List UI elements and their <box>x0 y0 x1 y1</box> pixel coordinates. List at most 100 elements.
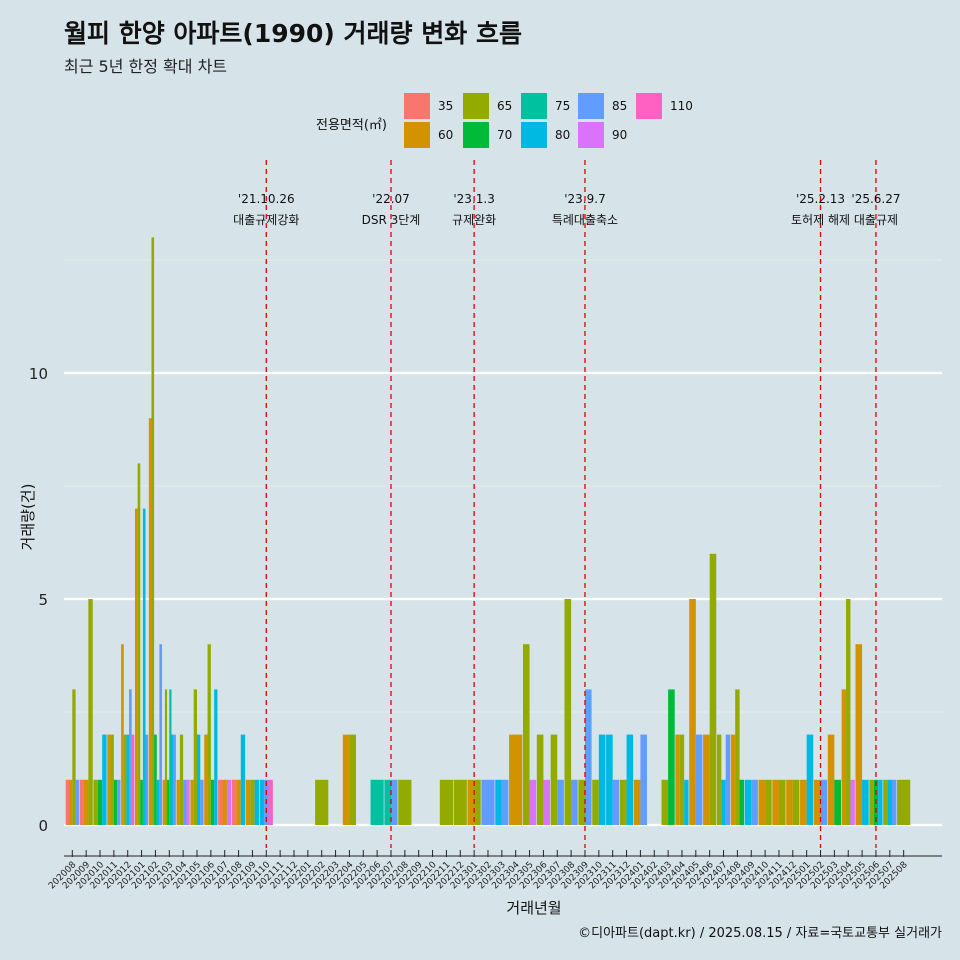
legend-item-75: 75 <box>521 93 621 121</box>
y-tick-label-0: 0 <box>38 817 48 835</box>
legend-item-35: 35 <box>404 93 504 121</box>
chart-title: 월피 한양 아파트(1990) 거래량 변화 흐름 <box>64 19 522 48</box>
bar-202506-65 <box>869 779 874 825</box>
bar-202407-80 <box>721 779 726 825</box>
bar-202010-80 <box>102 734 107 825</box>
legend-item-85: 85 <box>578 93 678 121</box>
event-label-202502: 토허제 해제 <box>791 213 850 227</box>
bar-202008-65 <box>72 689 76 825</box>
event-label-202506: 대출규제 <box>854 213 898 227</box>
bar-202106-60 <box>204 734 208 825</box>
bar-202008-85 <box>75 779 79 825</box>
bar-202401-60 <box>633 779 641 825</box>
bar-202105-65 <box>193 689 198 825</box>
legend-label-75: 75 <box>555 99 571 113</box>
bar-202409-85 <box>751 779 758 825</box>
bar-202504-90 <box>850 779 855 825</box>
bar-202503-60 <box>827 734 835 825</box>
bar-202406-60 <box>703 734 710 825</box>
event-label-202309: 특례대출축소 <box>552 213 618 227</box>
chart-subtitle: 최근 5년 한정 확대 차트 <box>64 57 228 76</box>
bar-202011-65 <box>110 734 114 825</box>
bar-202503-70 <box>834 779 841 825</box>
bar-202109-65 <box>250 779 255 825</box>
bar-202009-65 <box>88 599 93 825</box>
bar-202407-85 <box>725 734 731 825</box>
bar-202107-35 <box>218 779 223 825</box>
bar-202507-65 <box>883 779 888 825</box>
bar-202411-60 <box>772 779 779 825</box>
legend-item-80: 80 <box>521 122 621 150</box>
bar-202104-65 <box>179 734 184 825</box>
legend-item-90: 90 <box>578 122 678 150</box>
y-tick-label-10: 10 <box>29 365 48 383</box>
bar-202311-80 <box>606 734 613 825</box>
bar-202107-60 <box>222 779 227 825</box>
bar-202211-65 <box>439 779 454 825</box>
bar-202507-80 <box>887 779 893 825</box>
bar-202208-65 <box>398 779 412 825</box>
bar-202312-65 <box>619 779 627 825</box>
bar-202506-80 <box>878 779 883 825</box>
bar-202102-60 <box>148 418 152 825</box>
event-date-202506: '25.6.27 <box>851 192 900 206</box>
bar-202010-65 <box>93 779 98 825</box>
bar-202110-110 <box>268 779 273 825</box>
event-date-202309: '23.9.7 <box>564 192 605 206</box>
bar-202408-60 <box>730 734 736 825</box>
legend-label-110: 110 <box>670 99 693 113</box>
legend-swatch-75 <box>521 93 547 119</box>
y-tick-label-5: 5 <box>38 591 48 609</box>
bar-202305-65 <box>522 644 530 825</box>
bar-202507-85 <box>892 779 897 825</box>
bar-202411-65 <box>778 779 786 825</box>
bar-202309-65 <box>578 779 585 825</box>
event-label-202301: 규제완화 <box>452 213 496 227</box>
legend-swatch-70 <box>463 122 489 148</box>
legend-label-90: 90 <box>612 128 628 142</box>
caption: ©디아파트(dapt.kr) / 2025.08.15 / 자료=국토교통부 실… <box>578 926 942 941</box>
bar-202106-80 <box>214 689 218 825</box>
event-label-202110: 대출규제강화 <box>233 213 299 227</box>
legend-item-110: 110 <box>636 93 736 121</box>
event-date-202110: '21.10.26 <box>238 192 295 206</box>
bar-202505-80 <box>862 779 869 825</box>
legend-label-85: 85 <box>612 99 628 113</box>
bar-202012-65 <box>123 734 127 825</box>
bar-202504-65 <box>846 599 851 825</box>
legend-swatch-85 <box>578 93 604 119</box>
bar-202103-70 <box>167 779 170 825</box>
bar-202412-60 <box>786 779 793 825</box>
bar-202103-75 <box>169 689 172 825</box>
bar-202010-70 <box>97 779 103 825</box>
bar-202011-70 <box>113 779 118 825</box>
bar-202109-80 <box>254 779 260 825</box>
bar-202301-65 <box>474 779 481 825</box>
legend-label-65: 65 <box>497 99 513 113</box>
bar-202009-60 <box>83 779 89 825</box>
bar-202103-80 <box>171 734 174 825</box>
event-date-202502: '25.2.13 <box>796 192 845 206</box>
legend-swatch-65 <box>463 93 489 119</box>
bar-202501-60 <box>800 779 807 825</box>
bar-202301-60 <box>467 779 475 825</box>
bar-202505-60 <box>855 644 863 825</box>
bar-202011-85 <box>117 779 121 825</box>
y-axis-label: 거래량(건) <box>19 484 37 551</box>
bar-202008-60 <box>69 779 73 825</box>
event-lines: '21.10.26 대출규제강화 '22.07 DSR 3단계 '23.1.3 규제완화 '… <box>233 160 901 848</box>
bar-202101-60 <box>134 508 138 825</box>
bar-202104-85 <box>183 779 187 825</box>
event-label-202207: DSR 3단계 <box>362 213 421 227</box>
legend-swatch-110 <box>636 93 662 119</box>
legend-label-70: 70 <box>497 128 513 142</box>
bar-202104-90 <box>186 779 190 825</box>
bar-202407-65 <box>716 734 722 825</box>
bar-202403-70 <box>668 689 675 825</box>
bar-202106-65 <box>207 644 211 825</box>
bar-202207-75 <box>384 779 391 825</box>
bar-202109-60 <box>245 779 251 825</box>
legend-label-60: 60 <box>438 128 454 142</box>
bar-202206-75 <box>370 779 384 825</box>
bar-202204-65 <box>349 734 357 825</box>
